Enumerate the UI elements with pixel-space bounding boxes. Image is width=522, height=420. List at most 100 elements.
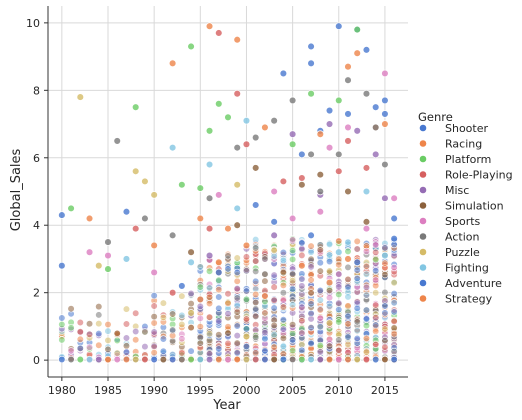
background-point [271,305,278,312]
data-point [243,141,250,148]
background-point [308,290,315,297]
y-tick-label: 0 [33,354,40,367]
background-point [326,258,333,265]
background-point [308,249,315,256]
data-point [317,131,324,138]
background-point [188,324,195,331]
background-point [372,277,379,284]
data-point [86,215,93,222]
legend-marker [419,186,426,193]
background-point [289,347,296,354]
background-point [354,335,361,342]
data-point [252,134,259,141]
background-point [206,268,213,275]
data-point [77,94,84,101]
background-point [234,278,241,285]
background-point [354,319,361,326]
background-point [317,356,324,363]
background-point [280,289,287,296]
background-point [262,329,269,336]
data-point [105,239,112,246]
x-tick-label: 1995 [186,384,214,397]
data-point [206,127,213,134]
background-point [86,320,93,327]
background-point [382,260,389,267]
background-point [252,268,259,275]
background-point [234,255,241,262]
legend-label: Racing [445,138,482,151]
background-point [363,271,370,278]
background-point [271,284,278,291]
background-point [262,310,269,317]
background-point [335,347,342,354]
data-point [326,279,333,286]
data-point [142,215,149,222]
background-point [188,290,195,297]
background-point [179,350,186,357]
background-point [132,336,139,343]
y-tick-label: 6 [33,152,40,165]
data-point [363,90,370,97]
background-point [308,356,315,363]
background-point [363,356,370,363]
background-point [317,307,324,314]
background-point [197,340,204,347]
background-point [391,331,398,338]
background-point [308,324,315,331]
data-point [363,225,370,232]
background-point [151,292,158,299]
background-point [354,246,361,253]
background-point [326,294,333,301]
data-point [243,117,250,124]
background-point [299,246,306,253]
background-point [326,343,333,350]
background-point [345,313,352,320]
background-point [271,272,278,279]
background-point [252,278,259,285]
background-point [382,310,389,317]
background-point [197,303,204,310]
data-point [335,249,342,256]
background-point [197,356,204,363]
background-point [234,302,241,309]
data-point [225,114,232,121]
background-point [243,356,250,363]
background-point [345,321,352,328]
legend-label: Misc [445,184,469,197]
data-point [317,208,324,215]
data-point [105,252,112,259]
data-point [391,235,398,242]
background-point [363,322,370,329]
background-point [225,290,232,297]
data-point [68,205,75,212]
background-point [289,271,296,278]
background-point [179,312,186,319]
background-point [262,347,269,354]
background-point [206,285,213,292]
background-point [289,247,296,254]
background-point [86,331,93,338]
background-point [77,356,84,363]
background-point [363,263,370,270]
background-point [77,336,84,343]
data-point [289,141,296,148]
background-point [299,240,306,247]
background-point [382,245,389,252]
background-point [308,264,315,271]
background-point [160,314,167,321]
data-point [345,63,352,70]
background-point [308,301,315,308]
background-point [345,276,352,283]
data-point [271,232,278,239]
data-point [132,168,139,175]
background-point [225,340,232,347]
background-point [179,335,186,342]
x-axis-label: Year [212,398,241,413]
background-point [372,249,379,256]
data-point [363,188,370,195]
legend-label: Puzzle [445,246,480,259]
legend-label: Sports [445,215,481,228]
legend-marker [419,248,426,255]
background-point [391,318,398,325]
